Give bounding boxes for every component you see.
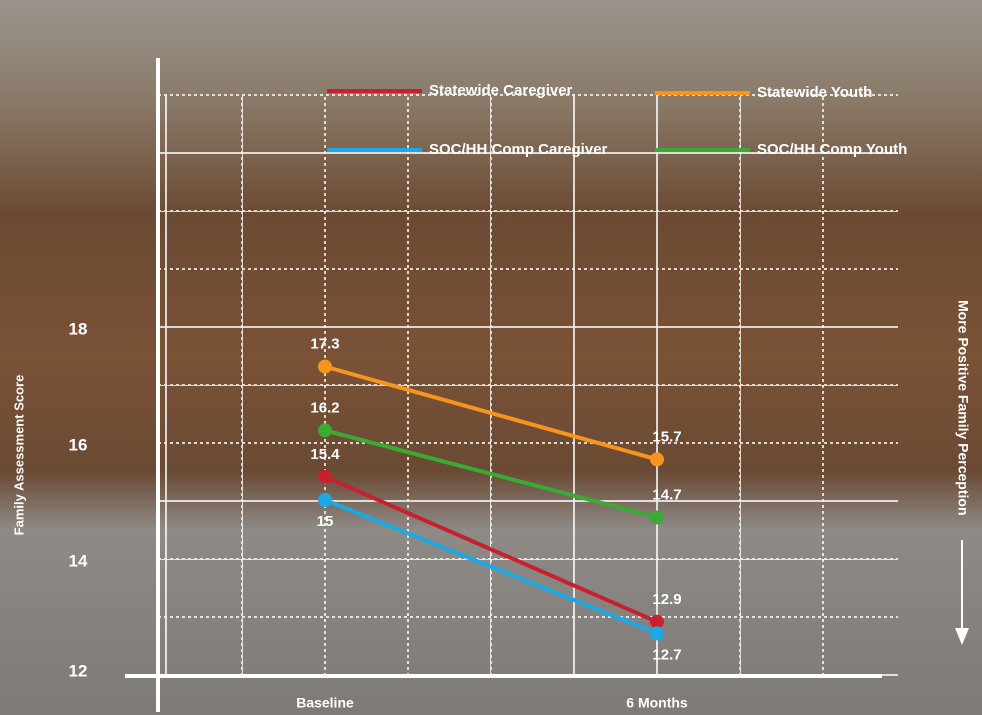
legend-label: Statewide Youth bbox=[757, 84, 872, 101]
data-label: 12.9 bbox=[652, 591, 681, 608]
y-axis-title: Family Assessment Score bbox=[11, 375, 26, 536]
data-point bbox=[318, 359, 332, 374]
data-label: 15 bbox=[317, 513, 334, 530]
right-annotation: More Positive Family Perception bbox=[955, 300, 971, 516]
x-tick-label: Baseline bbox=[296, 695, 354, 711]
legend-label: SOC/HH Comp Caregiver bbox=[429, 141, 608, 158]
series-line bbox=[324, 428, 658, 520]
data-label: 17.3 bbox=[310, 336, 339, 353]
data-point bbox=[318, 423, 332, 438]
series-line bbox=[324, 498, 658, 636]
data-point bbox=[318, 493, 332, 507]
data-label: 15.4 bbox=[310, 446, 340, 463]
y-tick-label: 12 bbox=[69, 661, 88, 680]
data-point bbox=[650, 452, 664, 467]
data-label: 16.2 bbox=[310, 399, 339, 416]
x-tick-label: 6 Months bbox=[626, 695, 688, 711]
legend-label: SOC/HH Comp Youth bbox=[757, 141, 907, 158]
data-point bbox=[650, 614, 664, 629]
y-tick-label: 16 bbox=[69, 435, 88, 454]
arrow-head bbox=[955, 628, 969, 645]
y-tick-label: 14 bbox=[69, 551, 88, 570]
series-line bbox=[324, 474, 658, 624]
data-point bbox=[650, 510, 664, 525]
y-tick-label: 18 bbox=[69, 319, 88, 338]
data-label: 14.7 bbox=[652, 486, 681, 503]
legend-label: Statewide Caregiver bbox=[429, 82, 573, 99]
grid-pattern bbox=[158, 94, 898, 676]
data-point bbox=[650, 626, 664, 641]
data-point bbox=[318, 469, 332, 484]
data-label: 12.7 bbox=[652, 646, 681, 663]
data-label: 15.7 bbox=[652, 428, 681, 445]
series-line bbox=[324, 364, 658, 462]
